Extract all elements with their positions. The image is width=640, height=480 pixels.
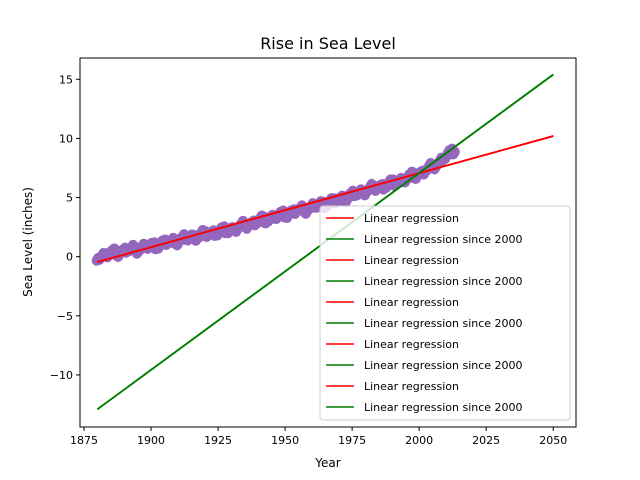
x-tick-label: 1900 (137, 434, 165, 447)
y-tick-label: 10 (59, 132, 73, 145)
legend-label: Linear regression since 2000 (364, 401, 523, 414)
y-tick-label: −10 (50, 369, 73, 382)
x-tick-label: 1875 (70, 434, 98, 447)
legend: Linear regression Linear regression since… (319, 205, 571, 421)
x-tick-label: 1950 (271, 434, 299, 447)
x-tick-label: 2025 (472, 434, 500, 447)
y-tick-label: 0 (66, 251, 73, 264)
regression-line (97, 135, 554, 263)
x-tick-label: 1925 (204, 434, 232, 447)
legend-label: Linear regression (364, 296, 459, 309)
x-tick-label: 1975 (338, 434, 366, 447)
y-tick-label: 15 (59, 73, 73, 86)
y-tick-label: −5 (57, 310, 73, 323)
y-axis-ticks: −10 −5 0 5 10 15 (50, 73, 80, 382)
legend-items: Linear regression Linear regression since… (326, 212, 523, 414)
legend-label: Linear regression since 2000 (364, 233, 523, 246)
legend-label: Linear regression (364, 338, 459, 351)
axes-frame (79, 57, 577, 428)
scatter-point (449, 146, 460, 157)
legend-label: Linear regression since 2000 (364, 275, 523, 288)
chart-title: Rise in Sea Level (260, 34, 396, 53)
legend-label: Linear regression (364, 254, 459, 267)
legend-label: Linear regression since 2000 (364, 359, 523, 372)
x-axis-label: Year (314, 456, 340, 470)
legend-label: Linear regression (364, 380, 459, 393)
legend-label: Linear regression (364, 212, 459, 225)
legend-box (319, 205, 571, 421)
x-tick-label: 2000 (405, 434, 433, 447)
y-axis-label: Sea Level (inches) (21, 187, 35, 297)
legend-label: Linear regression since 2000 (364, 317, 523, 330)
x-tick-label: 2050 (539, 434, 567, 447)
y-tick-label: 5 (66, 192, 73, 205)
x-axis-ticks: 1875 1900 1925 1950 1975 2000 2025 2050 (70, 427, 567, 447)
